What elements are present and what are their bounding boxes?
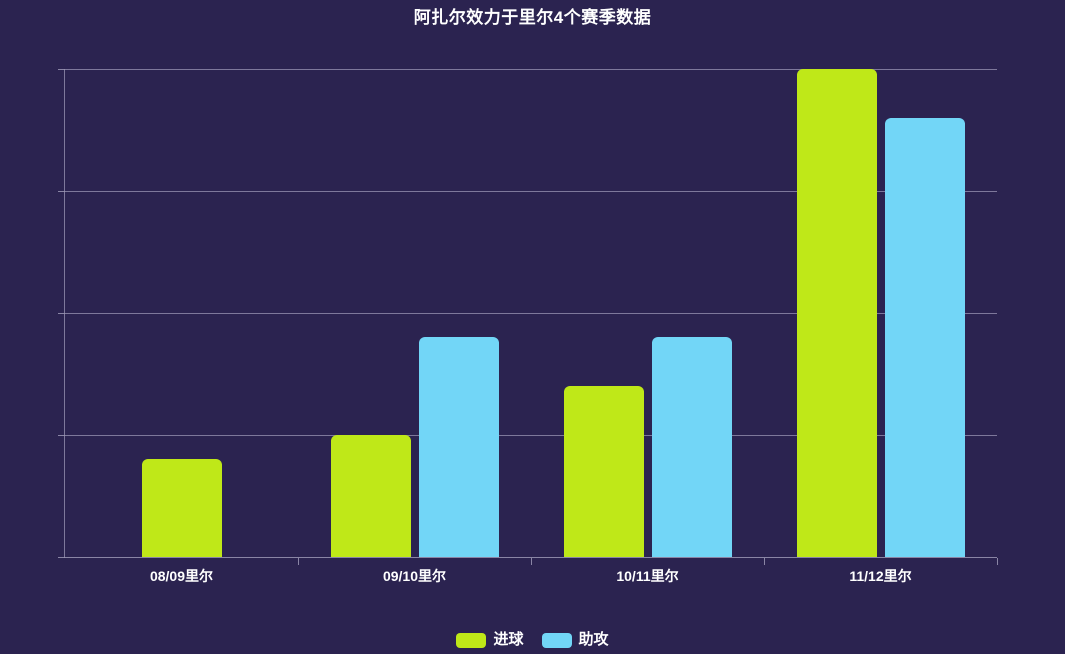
x-axis-tick-label: 10/11里尔 xyxy=(616,568,679,584)
x-axis-tick-mark xyxy=(997,558,998,565)
chart-legend: 进球 助攻 xyxy=(0,629,1065,651)
x-axis-line xyxy=(65,557,997,558)
legend-item[interactable]: 进球 xyxy=(456,631,524,649)
x-axis-tick-mark xyxy=(531,558,532,565)
gridline xyxy=(65,435,997,436)
bar[interactable] xyxy=(563,386,644,557)
y-axis-tick-mark xyxy=(58,313,65,314)
legend-swatch-icon xyxy=(541,632,572,648)
bar[interactable] xyxy=(796,69,877,557)
x-axis-tick-mark xyxy=(298,558,299,565)
bar[interactable] xyxy=(884,117,965,557)
y-axis-tick-mark xyxy=(58,557,65,558)
bar[interactable] xyxy=(141,459,222,557)
legend-swatch-icon xyxy=(456,632,487,648)
chart-title: 阿扎尔效力于里尔4个赛季数据 xyxy=(413,8,652,27)
legend-label: 助攻 xyxy=(578,631,609,648)
legend-item[interactable]: 助攻 xyxy=(541,631,609,649)
gridline xyxy=(65,191,997,192)
plot-area xyxy=(65,69,997,557)
x-axis-tick-mark xyxy=(764,558,765,565)
x-axis-tick-label: 11/12里尔 xyxy=(849,568,912,584)
bar[interactable] xyxy=(651,337,732,557)
x-axis-tick-label: 09/10里尔 xyxy=(382,568,447,584)
y-axis-tick-mark xyxy=(58,191,65,192)
x-axis-tick-label: 08/09里尔 xyxy=(149,568,214,584)
y-axis-tick-mark xyxy=(58,435,65,436)
bar[interactable] xyxy=(418,337,499,557)
bar[interactable] xyxy=(330,435,411,557)
gridline xyxy=(65,313,997,314)
y-axis-tick-mark xyxy=(58,69,65,70)
gridline xyxy=(65,69,997,70)
legend-label: 进球 xyxy=(493,631,524,648)
